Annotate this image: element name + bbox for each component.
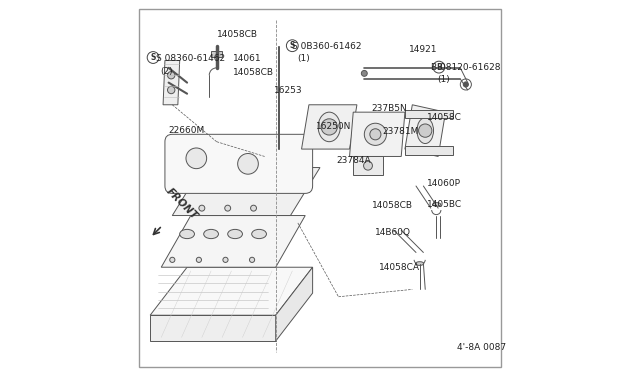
- Circle shape: [223, 257, 228, 262]
- Ellipse shape: [415, 262, 424, 265]
- Ellipse shape: [433, 203, 441, 206]
- Ellipse shape: [204, 230, 218, 238]
- Polygon shape: [301, 105, 357, 149]
- Circle shape: [463, 82, 468, 87]
- Circle shape: [463, 84, 468, 89]
- Circle shape: [199, 205, 205, 211]
- Text: 14921: 14921: [408, 45, 437, 54]
- Circle shape: [364, 161, 372, 170]
- Polygon shape: [161, 215, 305, 267]
- Polygon shape: [405, 105, 445, 157]
- Ellipse shape: [417, 118, 433, 144]
- Text: (1): (1): [437, 75, 450, 84]
- Text: 14058C: 14058C: [427, 113, 462, 122]
- Text: B 08120-61628: B 08120-61628: [431, 63, 500, 72]
- Polygon shape: [172, 167, 320, 215]
- Text: 237B5N: 237B5N: [372, 104, 408, 113]
- Text: 14058CB: 14058CB: [216, 30, 258, 39]
- Text: S 08360-61462: S 08360-61462: [156, 54, 225, 63]
- Text: 1405BC: 1405BC: [427, 200, 462, 209]
- Circle shape: [196, 257, 202, 262]
- Circle shape: [186, 148, 207, 169]
- Text: 14058CA: 14058CA: [379, 263, 420, 272]
- Circle shape: [251, 205, 257, 211]
- Polygon shape: [405, 110, 453, 118]
- Bar: [353, 157, 383, 175]
- Text: 23781M: 23781M: [383, 127, 419, 136]
- Polygon shape: [405, 147, 453, 155]
- Text: 14060P: 14060P: [427, 179, 461, 187]
- Circle shape: [287, 40, 298, 52]
- Text: S: S: [150, 53, 156, 62]
- Circle shape: [433, 61, 445, 73]
- Polygon shape: [150, 267, 312, 315]
- Text: 16250N: 16250N: [316, 122, 351, 131]
- Text: S: S: [290, 41, 295, 50]
- Text: B: B: [436, 62, 442, 72]
- Polygon shape: [150, 315, 276, 341]
- Bar: [211, 51, 222, 57]
- Circle shape: [237, 154, 259, 174]
- Circle shape: [250, 257, 255, 262]
- Text: 4'-8A 0087: 4'-8A 0087: [456, 343, 506, 352]
- Circle shape: [225, 205, 230, 211]
- Ellipse shape: [318, 112, 340, 142]
- FancyBboxPatch shape: [165, 134, 312, 193]
- Text: 14058CB: 14058CB: [233, 68, 274, 77]
- Text: 14061: 14061: [233, 54, 262, 63]
- Circle shape: [170, 257, 175, 262]
- Text: 14B60Q: 14B60Q: [374, 228, 411, 237]
- Circle shape: [419, 124, 432, 137]
- Circle shape: [168, 71, 175, 79]
- Circle shape: [362, 70, 367, 76]
- Text: (2): (2): [161, 67, 173, 76]
- Circle shape: [364, 123, 387, 145]
- Circle shape: [168, 86, 175, 94]
- Polygon shape: [163, 61, 180, 105]
- Circle shape: [370, 129, 381, 140]
- Circle shape: [321, 119, 337, 135]
- Text: 22660M: 22660M: [168, 126, 204, 135]
- Ellipse shape: [180, 230, 195, 238]
- Text: 23784A: 23784A: [337, 156, 371, 166]
- Ellipse shape: [252, 230, 266, 238]
- Text: S 0B360-61462: S 0B360-61462: [292, 42, 362, 51]
- FancyBboxPatch shape: [139, 9, 501, 367]
- Polygon shape: [276, 267, 312, 341]
- Circle shape: [460, 79, 472, 90]
- Text: 16253: 16253: [274, 86, 303, 94]
- Text: (1): (1): [297, 54, 310, 63]
- Text: FRONT: FRONT: [164, 187, 200, 222]
- Circle shape: [147, 52, 159, 63]
- Polygon shape: [349, 112, 405, 157]
- Ellipse shape: [228, 230, 243, 238]
- Text: 14058CB: 14058CB: [372, 201, 413, 211]
